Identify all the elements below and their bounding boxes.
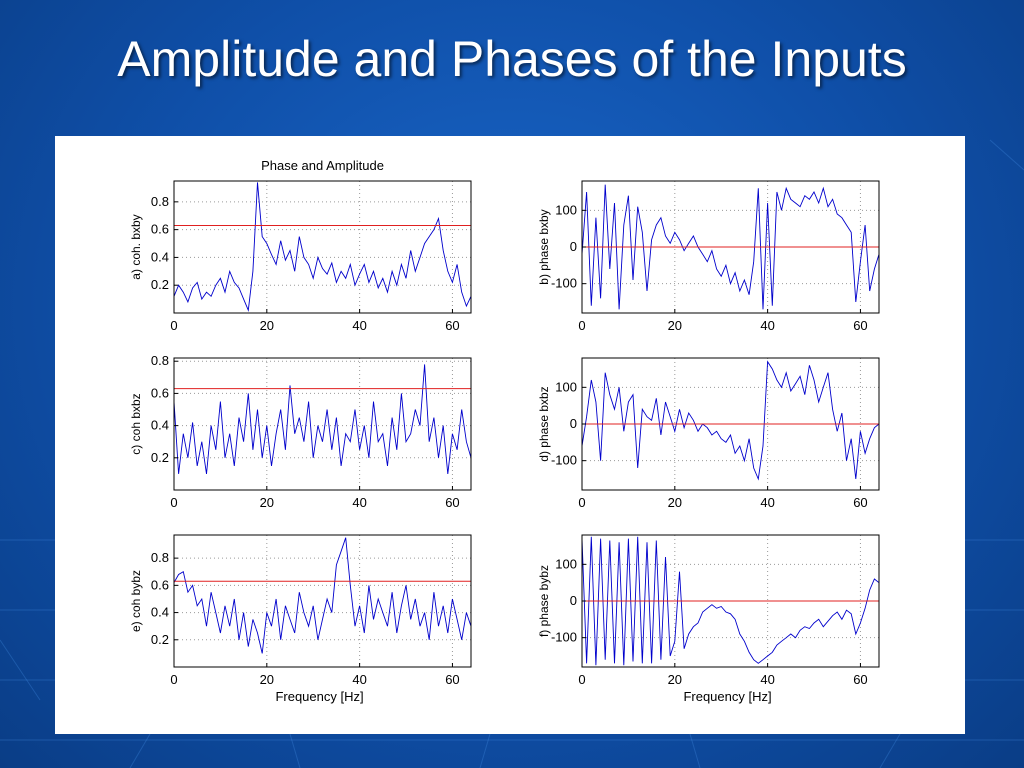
axes-box-c: [173, 357, 472, 491]
figure-panel: 0 20 40 60 0.2 0.4 0.6 0.8 a) coh. bxby Phase and…: [55, 136, 965, 734]
y-tick-label: 100: [555, 379, 577, 394]
y-axis-label-d: d) phase bxbz: [537, 386, 551, 461]
y-tick-label: -100: [551, 453, 577, 468]
x-tick-label: 40: [352, 495, 366, 510]
y-axis-label-b: b) phase bxby: [537, 209, 551, 284]
x-tick-label: 0: [170, 672, 177, 687]
x-tick-label: 20: [260, 318, 274, 333]
x-axis-label-e: Frequency [Hz]: [275, 689, 363, 704]
series-line-f: [581, 536, 880, 666]
x-tick-label: 60: [853, 672, 867, 687]
series-line-d: [581, 360, 880, 481]
chart-panel-c: 0 20 40 60 0.2 0.4 0.6 0.8 c) coh bxbz: [129, 353, 472, 510]
y-axis-label-f: f) phase bybz: [537, 565, 551, 637]
y-tick-label: 0.2: [151, 450, 169, 465]
y-tick-label: 0.6: [151, 577, 169, 592]
series-line-e: [173, 537, 472, 654]
x-tick-label: 60: [445, 318, 459, 333]
x-tick-label: 60: [853, 318, 867, 333]
x-tick-label: 20: [668, 495, 682, 510]
x-tick-label: 20: [260, 672, 274, 687]
chart-title-a: Phase and Amplitude: [261, 158, 384, 173]
x-tick-label: 0: [170, 495, 177, 510]
chart-panel-f: 0 20 40 60 -100 0 100 f) phase bybz Frequency [H…: [537, 534, 880, 704]
series-line-b: [581, 184, 880, 310]
y-tick-label: 0.8: [151, 194, 169, 209]
x-tick-label: 60: [853, 495, 867, 510]
x-tick-label: 40: [760, 318, 774, 333]
y-tick-label: 0.8: [151, 353, 169, 368]
x-axis-label-f: Frequency [Hz]: [683, 689, 771, 704]
x-tick-label: 20: [668, 672, 682, 687]
y-tick-label: 0.2: [151, 277, 169, 292]
x-tick-label: 40: [760, 495, 774, 510]
y-axis-label-e: e) coh bybz: [129, 570, 143, 632]
y-tick-label: 0: [570, 239, 577, 254]
y-tick-label: 0: [570, 416, 577, 431]
axes-box-e: [173, 534, 472, 668]
chart-panel-a: 0 20 40 60 0.2 0.4 0.6 0.8 a) coh. bxby Phase and…: [129, 158, 472, 333]
y-tick-label: 0.4: [151, 605, 169, 620]
x-tick-label: 40: [352, 318, 366, 333]
y-tick-label: 100: [555, 202, 577, 217]
chart-panel-d: 0 20 40 60 -100 0 100 d) phase bxbz: [537, 357, 880, 510]
series-line-c: [173, 364, 472, 474]
x-tick-label: 40: [352, 672, 366, 687]
y-tick-label: 0.4: [151, 418, 169, 433]
axes-box-a: [173, 180, 472, 314]
y-tick-label: 0.4: [151, 249, 169, 264]
y-tick-label: 0.8: [151, 550, 169, 565]
x-tick-label: 20: [668, 318, 682, 333]
x-tick-label: 0: [170, 318, 177, 333]
y-tick-label: 100: [555, 556, 577, 571]
y-axis-label-c: c) coh bxbz: [129, 393, 143, 454]
x-tick-label: 0: [578, 318, 585, 333]
x-tick-label: 0: [578, 672, 585, 687]
y-tick-label: 0: [570, 593, 577, 608]
x-tick-label: 60: [445, 495, 459, 510]
x-tick-label: 0: [578, 495, 585, 510]
chart-panel-e: 0 20 40 60 0.2 0.4 0.6 0.8 e) coh bybz Frequency …: [129, 534, 472, 704]
y-tick-label: 0.6: [151, 222, 169, 237]
y-axis-label-a: a) coh. bxby: [129, 214, 143, 279]
chart-figure: 0 20 40 60 0.2 0.4 0.6 0.8 a) coh. bxby Phase and…: [129, 158, 880, 704]
slide-title: Amplitude and Phases of the Inputs: [117, 31, 907, 87]
y-tick-label: 0.2: [151, 632, 169, 647]
x-tick-label: 60: [445, 672, 459, 687]
series-line-a: [173, 182, 472, 312]
x-tick-label: 20: [260, 495, 274, 510]
x-tick-label: 40: [760, 672, 774, 687]
chart-panel-b: 0 20 40 60 -100 0 100 b) phase bxby: [537, 180, 880, 333]
y-tick-label: 0.6: [151, 385, 169, 400]
y-tick-label: -100: [551, 276, 577, 291]
y-tick-label: -100: [551, 630, 577, 645]
